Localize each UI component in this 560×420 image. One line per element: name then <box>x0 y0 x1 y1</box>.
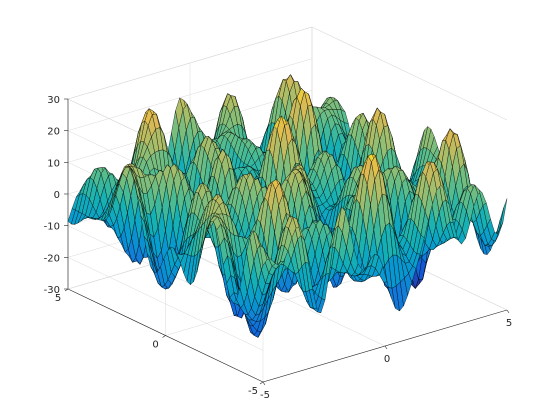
x-tick-label: 0 <box>384 354 390 365</box>
surface-mesh <box>67 74 508 338</box>
z-tick-label: 0 <box>54 190 60 201</box>
x-tick-label: 5 <box>506 318 512 329</box>
y-tick-label: 0 <box>152 340 158 351</box>
z-tick-label: 30 <box>47 95 60 106</box>
z-tick-label: 10 <box>47 158 60 169</box>
z-tick-label: 20 <box>47 127 60 138</box>
z-tick-label: -20 <box>44 253 60 264</box>
box-edge <box>311 26 508 121</box>
axes-frame <box>64 98 510 386</box>
y-tick-label: 5 <box>55 293 61 304</box>
surface-patch <box>499 198 508 230</box>
x-tick-mark <box>262 381 266 386</box>
x-tick-mark <box>384 345 388 350</box>
x-tick-mark <box>506 309 510 314</box>
y-tick-mark <box>64 288 69 292</box>
y-tick-label: -5 <box>248 386 258 397</box>
x-tick-label: -5 <box>260 390 270 401</box>
z-tick-label: -10 <box>44 222 60 233</box>
y-tick-mark <box>162 335 166 338</box>
z-tick-label: -30 <box>44 285 60 296</box>
y-tick-mark <box>259 381 264 385</box>
